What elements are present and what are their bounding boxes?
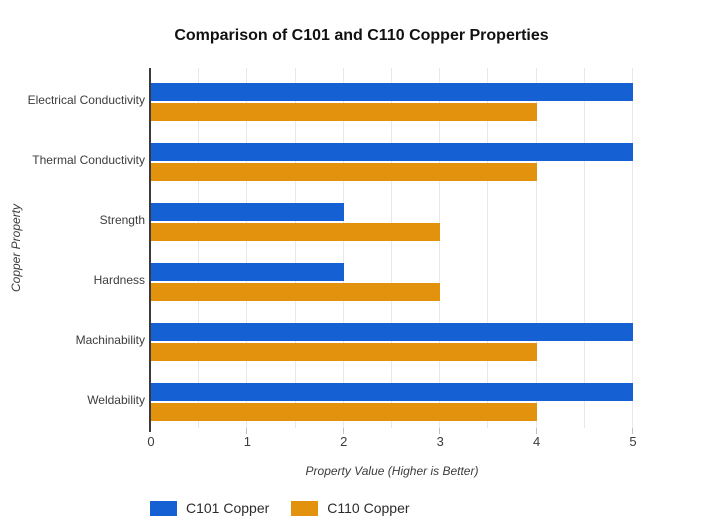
x-tick [342,428,344,434]
chart-title: Comparison of C101 and C110 Copper Prope… [174,27,549,44]
category-label-strength: Strength [99,212,145,227]
x-tick-label: 1 [243,434,251,449]
y-axis-line [149,68,151,432]
x-tick-label: 0 [147,434,155,449]
bar-c110-copper-hardness [151,283,441,301]
gridline [342,68,344,428]
bar-c110-copper-electrical-conductivity [151,103,537,121]
x-tick [439,428,441,434]
legend-label: C110 Copper [327,500,410,516]
x-tick [535,428,537,434]
gridline [632,68,633,428]
x-tick [632,428,633,434]
bar-c110-copper-thermal-conductivity [151,163,537,181]
bar-c101-copper-strength [151,203,344,221]
bar-c101-copper-machinability [151,323,633,341]
bar-c101-copper-electrical-conductivity [151,83,633,101]
x-tick-label: 4 [532,434,541,449]
legend-swatch-c101-copper [150,500,177,516]
legend-label: C101 Copper [186,500,270,516]
category-label-electrical-conductivity: Electrical Conductivity [27,92,145,107]
x-tick-label: 5 [629,434,637,449]
gridline [391,68,392,428]
gridline [294,68,296,428]
legend-item-c110-copper: C110 Copper [291,500,410,516]
x-tick-label: 2 [340,434,348,449]
bar-c101-copper-thermal-conductivity [151,143,633,161]
bar-c101-copper-hardness [151,263,344,281]
gridline [535,68,537,428]
legend-item-c101-copper: C101 Copper [150,500,269,516]
gridline [487,68,489,428]
bar-c110-copper-strength [151,223,441,241]
bar-c101-copper-weldability [151,383,633,401]
gridline [246,68,248,428]
category-label-weldability: Weldability [87,392,145,407]
gridline [439,68,441,428]
gridline [583,68,585,428]
x-tick-label: 3 [436,434,444,449]
category-label-machinability: Machinability [75,332,145,347]
category-label-hardness: Hardness [93,272,145,287]
bar-c110-copper-weldability [151,403,537,421]
bar-c110-copper-machinability [151,343,537,361]
category-label-thermal-conductivity: Thermal Conductivity [32,152,145,167]
legend-swatch-c110-copper [291,500,319,516]
x-axis-title: Property Value (Higher is Better) [305,464,479,478]
x-tick [246,428,248,434]
gridline [198,68,200,428]
legend: C101 Copper C110 Copper [150,500,432,516]
